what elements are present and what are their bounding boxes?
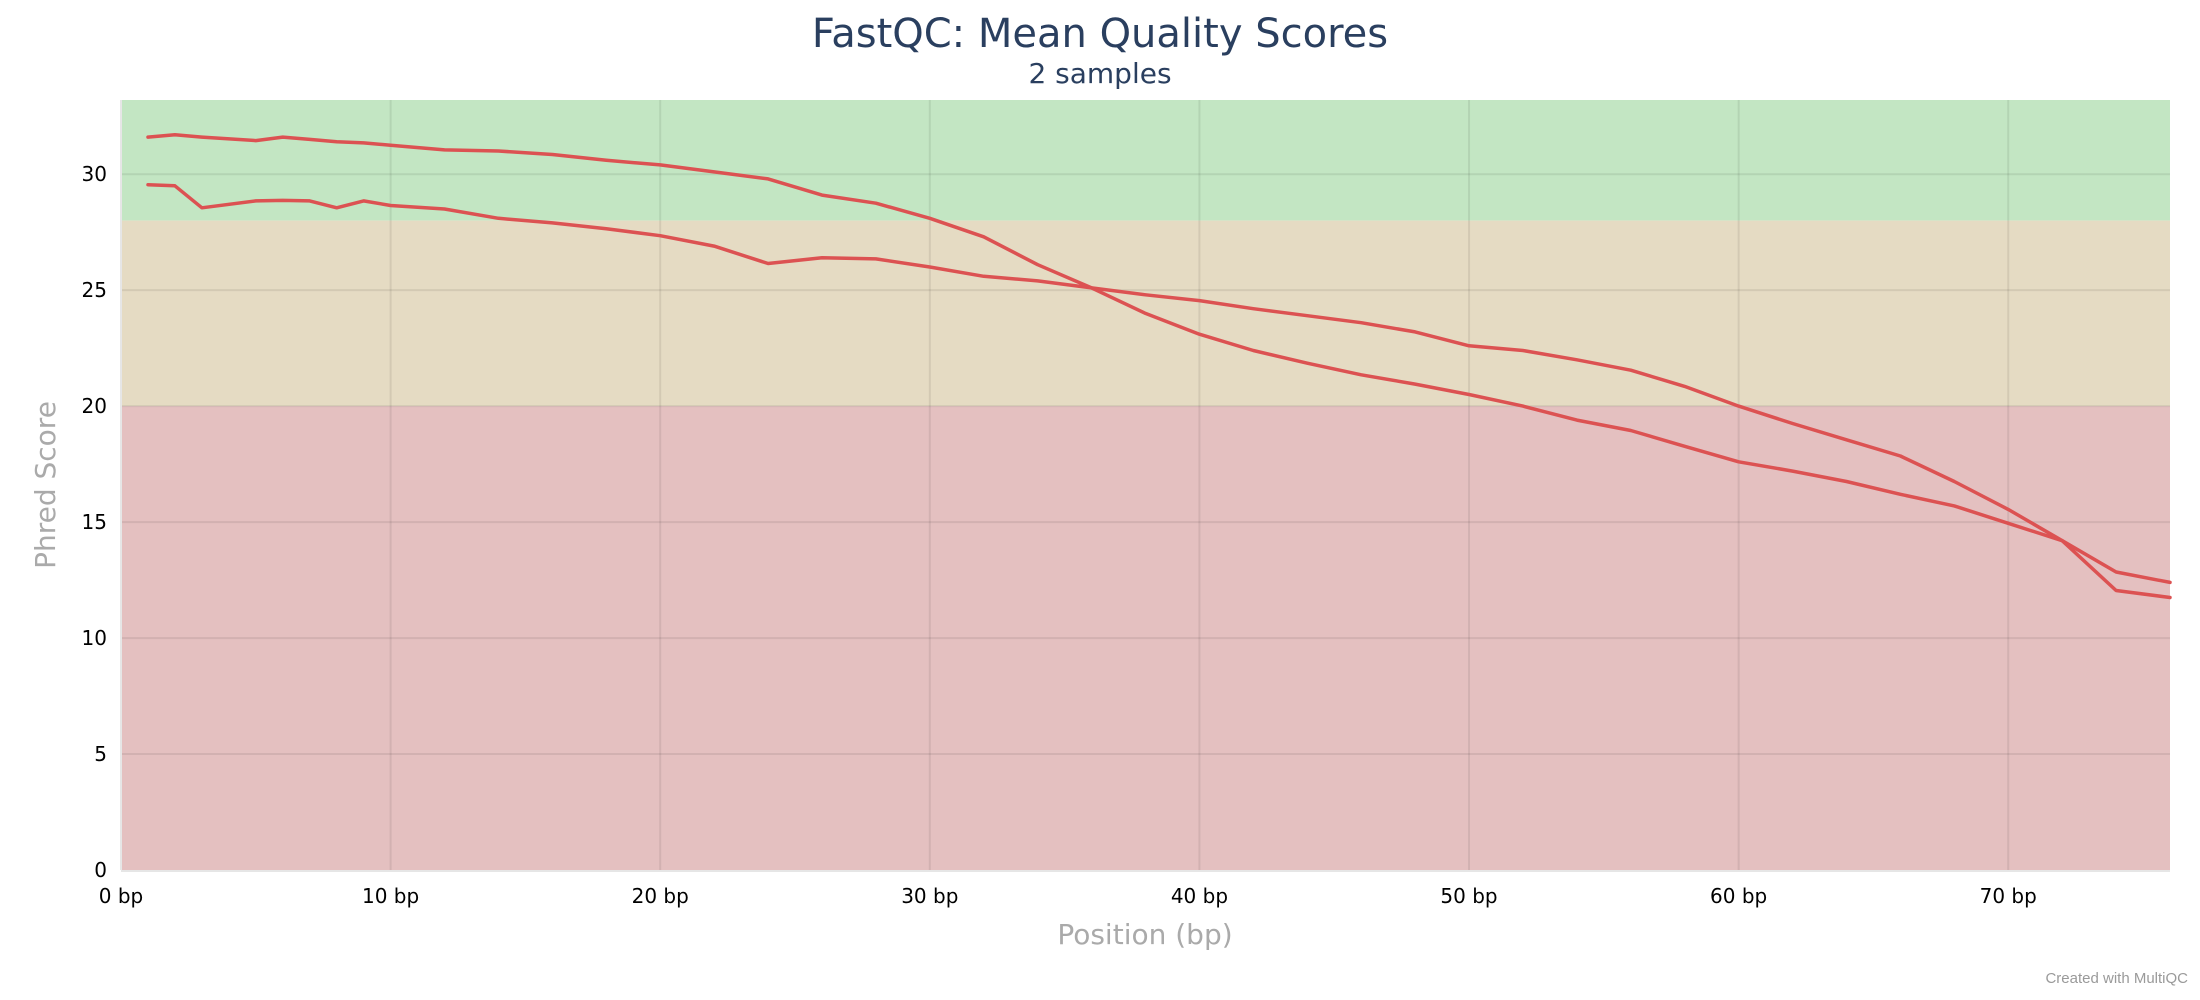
band-fail: [121, 406, 2170, 870]
y-tick-label: 20: [82, 394, 107, 418]
x-tick-label: 40 bp: [1171, 884, 1228, 908]
y-tick-label: 5: [94, 742, 107, 766]
y-tick-label: 30: [82, 162, 107, 186]
y-tick-label: 0: [94, 858, 107, 882]
x-tick-label: 20 bp: [632, 884, 689, 908]
y-tick-label: 10: [82, 626, 107, 650]
x-tick-label: 0 bp: [99, 884, 143, 908]
x-tick-label: 60 bp: [1710, 884, 1767, 908]
chart-title: FastQC: Mean Quality Scores: [811, 11, 1389, 57]
multiqc-credit-link[interactable]: Created with MultiQC: [2045, 970, 2188, 987]
series-line-2[interactable]: [146, 182, 2172, 600]
x-tick-label: 70 bp: [1980, 884, 2037, 908]
y-tick-label: 15: [82, 510, 107, 534]
axes: 0 5 10 15 20 25 30 0 bp 10 bp 20 bp 30 bp 40 bp 50 b…: [82, 100, 2170, 908]
x-axis-title: Position (bp): [1057, 918, 1232, 951]
x-tick-label: 50 bp: [1440, 884, 1497, 908]
series-lines[interactable]: [146, 133, 2172, 600]
series-line-1[interactable]: [146, 133, 2172, 585]
y-tick-label: 25: [82, 278, 107, 302]
x-tick-label: 10 bp: [362, 884, 419, 908]
gridlines: [121, 100, 2170, 870]
band-good: [121, 100, 2170, 221]
y-axis-title: Phred Score: [29, 401, 62, 569]
chart-subtitle: 2 samples: [1028, 57, 1172, 90]
x-tick-label: 30 bp: [901, 884, 958, 908]
quality-bands: [121, 100, 2170, 870]
